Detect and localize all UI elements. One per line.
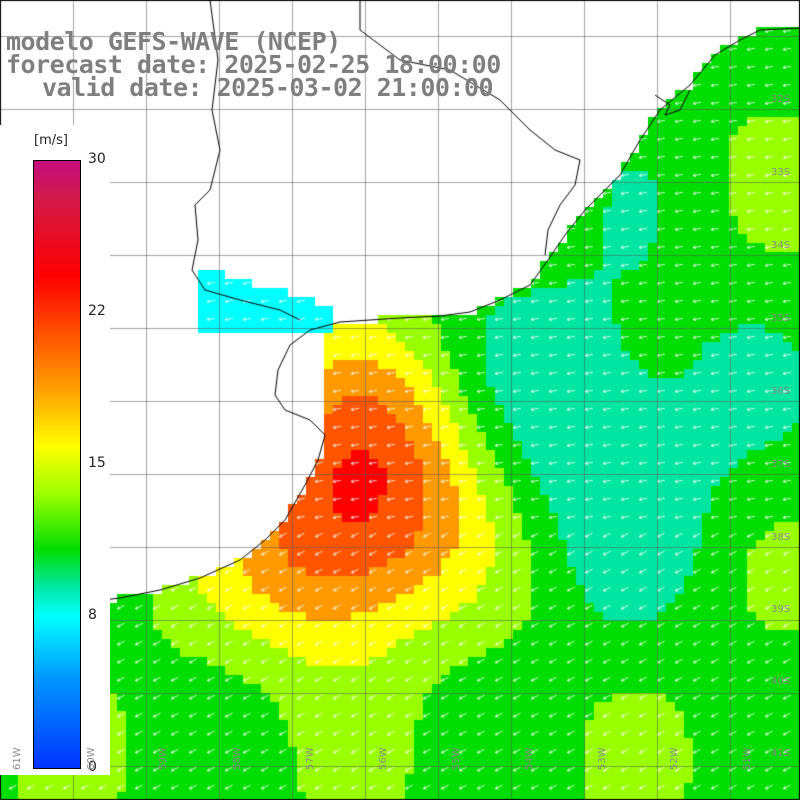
colorbar-tick-22: 22: [88, 303, 106, 319]
colorbar: [33, 160, 81, 769]
lon-label: 55W: [451, 747, 462, 770]
lon-label: 59W: [158, 747, 169, 770]
lat-label: 37S: [771, 459, 791, 470]
colorbar-tick-30: 30: [88, 151, 106, 167]
lat-label: 35S: [771, 313, 791, 324]
colorbar-tick-8: 8: [88, 607, 97, 623]
lon-label: 52W: [669, 747, 680, 770]
lat-label: 36S: [771, 386, 791, 397]
lat-label: 41S: [771, 748, 791, 759]
lat-label: 33S: [771, 167, 791, 178]
lon-label: 60W: [86, 747, 97, 770]
lat-label: 39S: [771, 604, 791, 615]
valid-date: valid date: 2025-03-02 21:00:00: [42, 73, 494, 102]
lon-label: 56W: [378, 747, 389, 770]
forecast-date: forecast date: 2025-02-25 18:00:00: [6, 50, 501, 79]
model-title: modelo GEFS-WAVE (NCEP): [6, 27, 341, 56]
colorbar-tick-0: 0: [88, 759, 97, 775]
lon-label: 51W: [742, 747, 753, 770]
colorbar-unit: [m/s]: [34, 133, 68, 148]
lon-label: 53W: [597, 747, 608, 770]
lon-label: 57W: [305, 747, 316, 770]
lat-label: 38S: [771, 532, 791, 543]
lon-label: 58W: [232, 747, 243, 770]
lon-label: 54W: [524, 747, 535, 770]
lon-label: 61W: [12, 747, 23, 770]
colorbar-tick-15: 15: [88, 455, 106, 471]
lat-label: 34S: [771, 240, 791, 251]
lat-label: 40S: [771, 676, 791, 687]
lat-label: 32S: [771, 94, 791, 105]
